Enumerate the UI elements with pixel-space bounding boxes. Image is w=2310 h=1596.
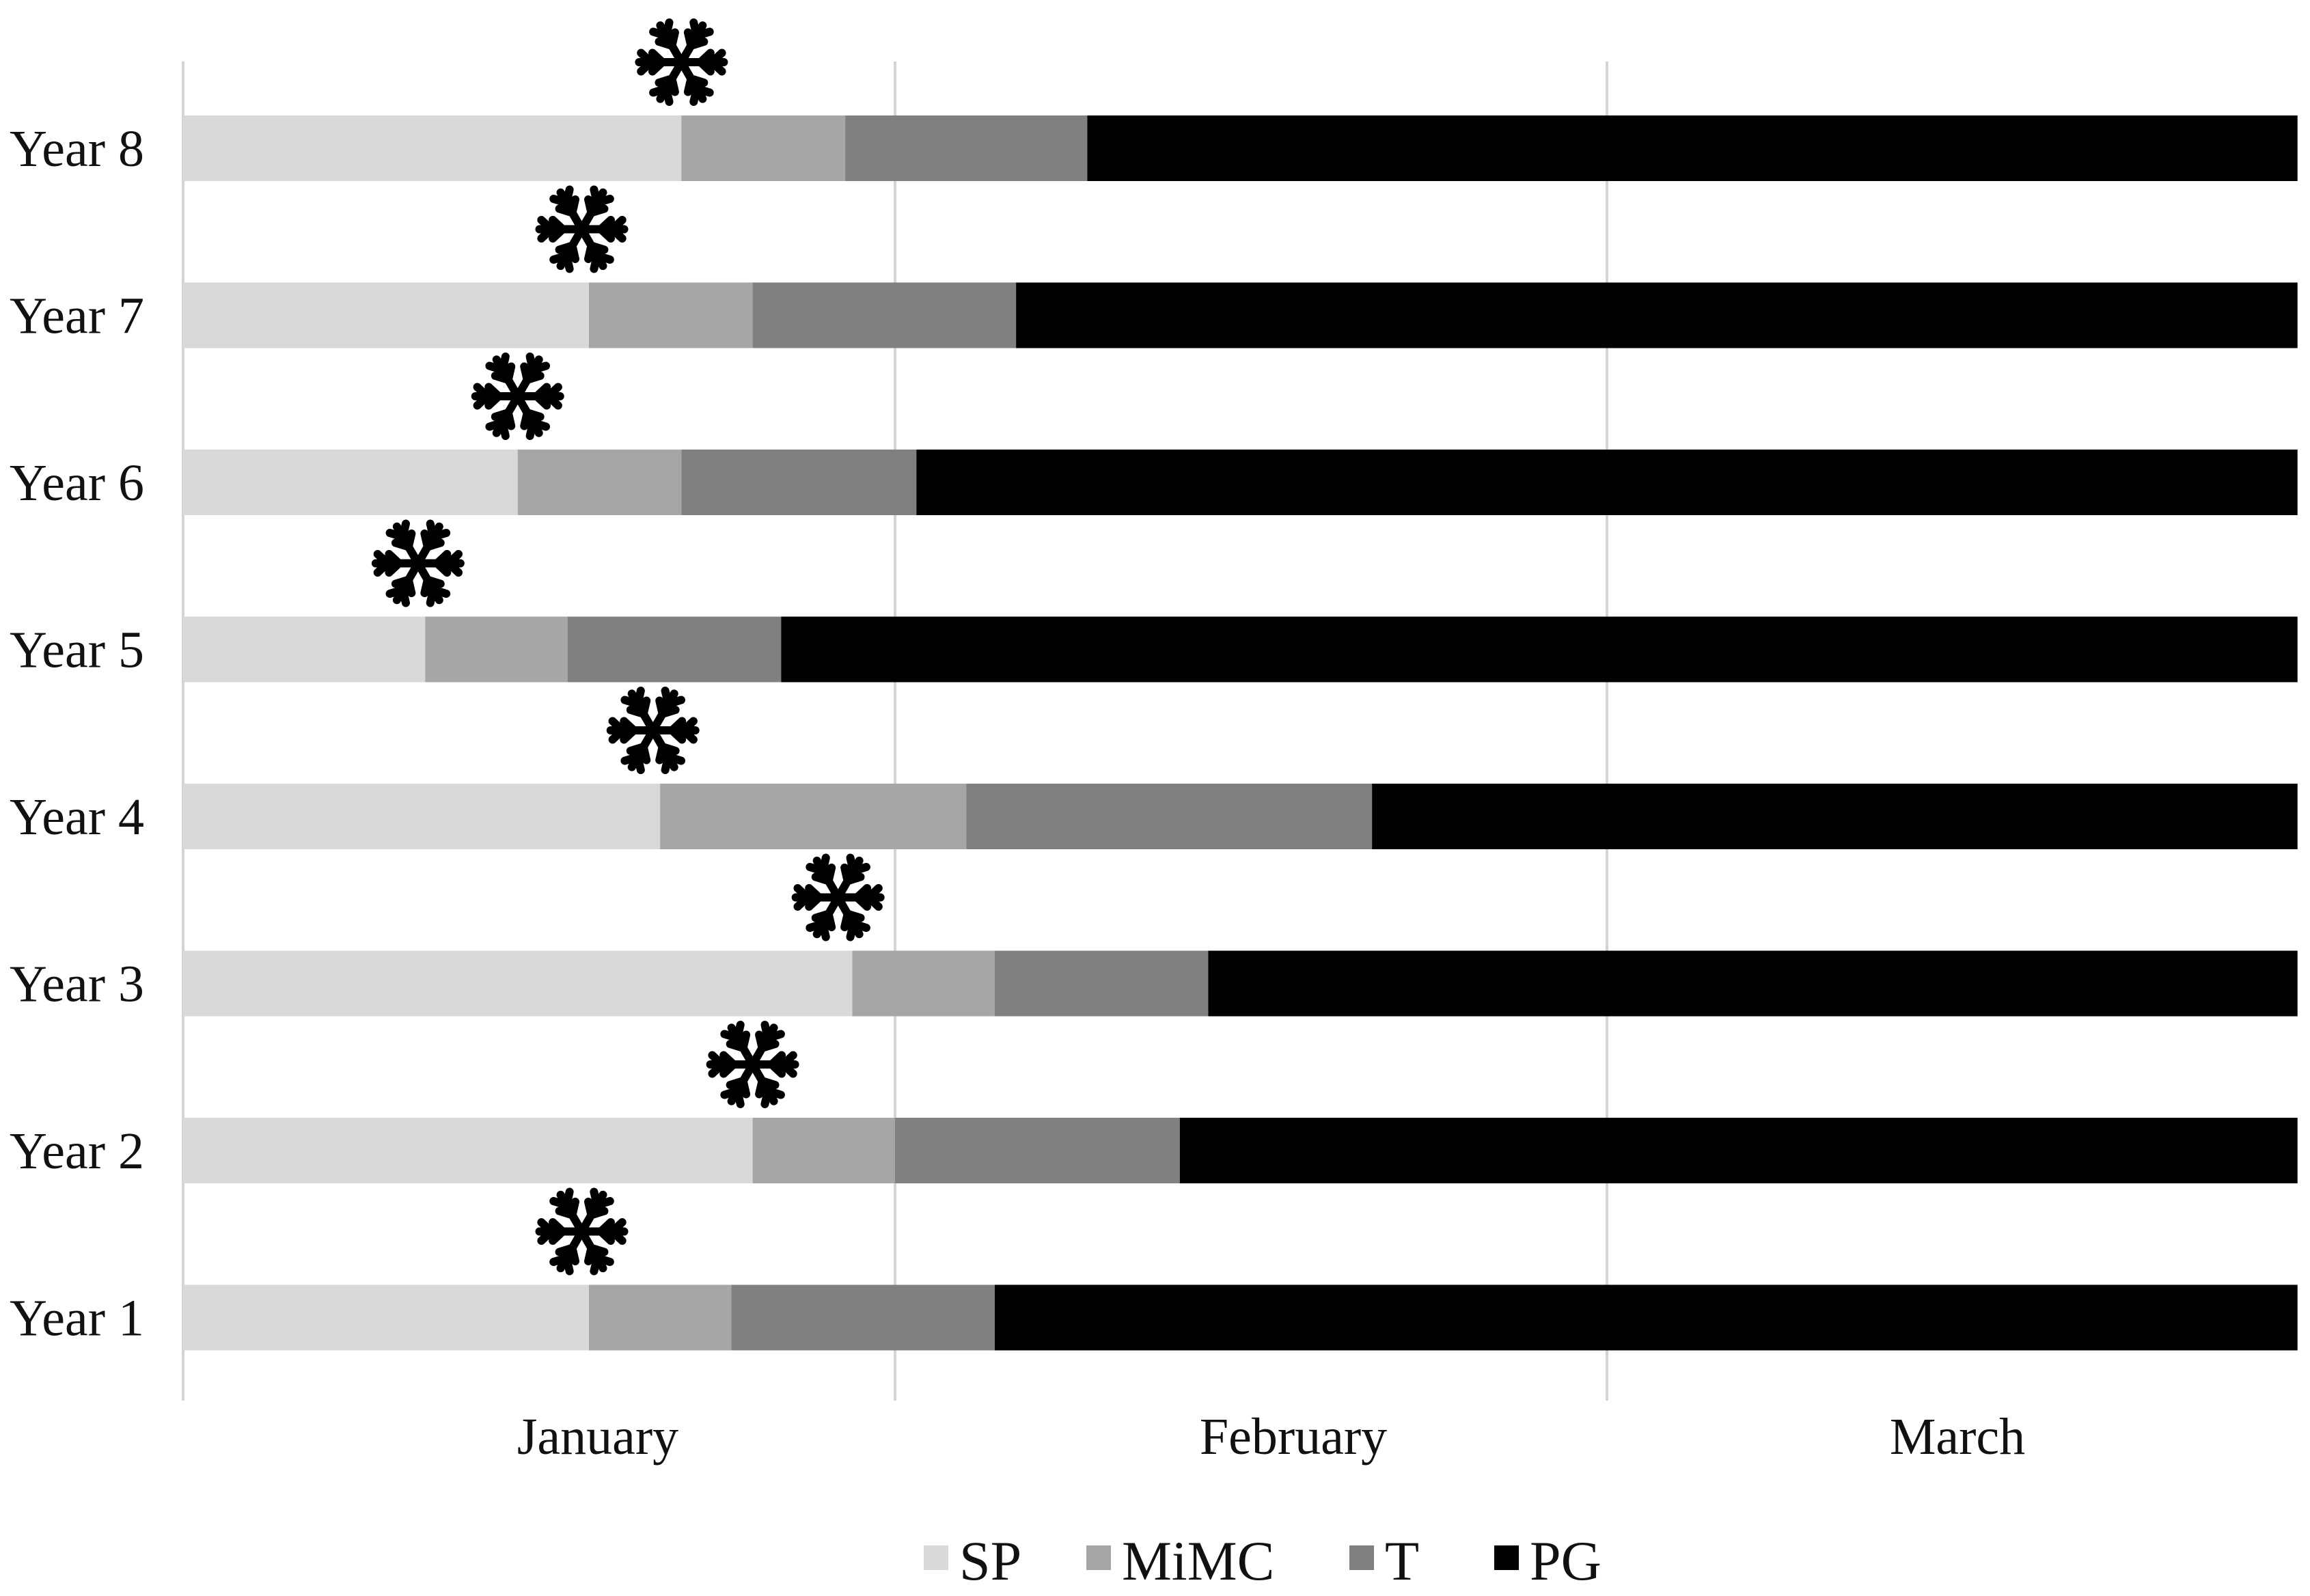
bar-mimc-year-3 <box>852 950 995 1017</box>
legend: SP MiMC T PG <box>924 1530 1601 1592</box>
bar-pg-year-4 <box>1372 784 2298 849</box>
y-tick-label: Year 2 <box>10 1123 144 1180</box>
snowflake-icon <box>535 185 629 273</box>
legend-label-mimc: MiMC <box>1122 1530 1274 1592</box>
x-tick-label: February <box>1200 1408 1387 1466</box>
snowflake-icon <box>635 18 728 106</box>
bar-mimc-year-5 <box>425 616 568 683</box>
bar-pg-year-1 <box>994 1284 2298 1351</box>
bar-sp-year-3 <box>183 950 853 1017</box>
bar-sp-year-1 <box>183 1284 589 1351</box>
snowflake-icon <box>535 1187 629 1276</box>
y-tick-label: Year 1 <box>10 1290 144 1347</box>
bar-pg-year-3 <box>1208 950 2298 1017</box>
snowflake-icon <box>606 687 700 774</box>
bar-t-year-3 <box>994 950 1209 1017</box>
y-tick-label: Year 8 <box>10 120 144 178</box>
y-tick-label: Year 3 <box>10 956 144 1013</box>
y-axis-labels: Year 8 Year 7 Year 6 Year 5 Year 4 Year 3 Year… <box>10 120 144 1347</box>
bar-sp-year-4 <box>183 784 661 849</box>
bar-sp-year-7 <box>183 282 589 348</box>
legend-swatch-mimc <box>1086 1545 1111 1570</box>
bar-sp-year-8 <box>183 115 682 181</box>
bar-t-year-8 <box>845 115 1088 181</box>
x-tick-label: March <box>1890 1408 2025 1466</box>
legend-swatch-pg <box>1494 1545 1519 1570</box>
snowflake-icon <box>471 353 564 440</box>
bar-pg-year-2 <box>1179 1118 2298 1183</box>
bars <box>183 115 2298 1351</box>
y-tick-label: Year 5 <box>10 622 144 679</box>
bar-mimc-year-1 <box>588 1284 732 1351</box>
y-tick-label: Year 6 <box>10 454 144 512</box>
legend-swatch-sp <box>924 1545 948 1570</box>
bar-pg-year-7 <box>1016 282 2298 348</box>
legend-label-pg: PG <box>1530 1530 1601 1592</box>
bar-sp-year-6 <box>183 450 518 515</box>
bar-t-year-1 <box>731 1284 995 1351</box>
bar-t-year-7 <box>752 282 1017 348</box>
snowflake-icon <box>371 519 465 607</box>
bar-sp-year-2 <box>183 1118 753 1183</box>
legend-swatch-t <box>1349 1545 1374 1570</box>
legend-label-sp: SP <box>959 1530 1021 1592</box>
bar-mimc-year-4 <box>660 784 967 849</box>
bar-t-year-6 <box>681 450 917 515</box>
y-tick-label: Year 4 <box>10 788 144 846</box>
bar-t-year-4 <box>966 784 1373 849</box>
bar-mimc-year-2 <box>752 1118 895 1183</box>
gridlines <box>182 61 1608 1401</box>
bar-pg-year-6 <box>916 450 2298 515</box>
legend-label-t: T <box>1385 1530 1419 1592</box>
bar-t-year-2 <box>895 1118 1180 1183</box>
snowflake-markers <box>371 18 885 1276</box>
snowflake-icon <box>706 1021 799 1108</box>
bar-t-year-5 <box>567 616 782 683</box>
x-tick-label: January <box>517 1408 678 1466</box>
bar-pg-year-5 <box>781 616 2298 683</box>
y-tick-label: Year 7 <box>10 288 144 345</box>
bar-sp-year-5 <box>183 616 426 683</box>
bar-mimc-year-6 <box>517 450 682 515</box>
bar-pg-year-8 <box>1087 115 2298 181</box>
bar-mimc-year-8 <box>681 115 846 181</box>
snowflake-icon <box>791 853 885 941</box>
x-axis-labels: January February March <box>517 1408 2025 1466</box>
bar-mimc-year-7 <box>588 282 753 348</box>
